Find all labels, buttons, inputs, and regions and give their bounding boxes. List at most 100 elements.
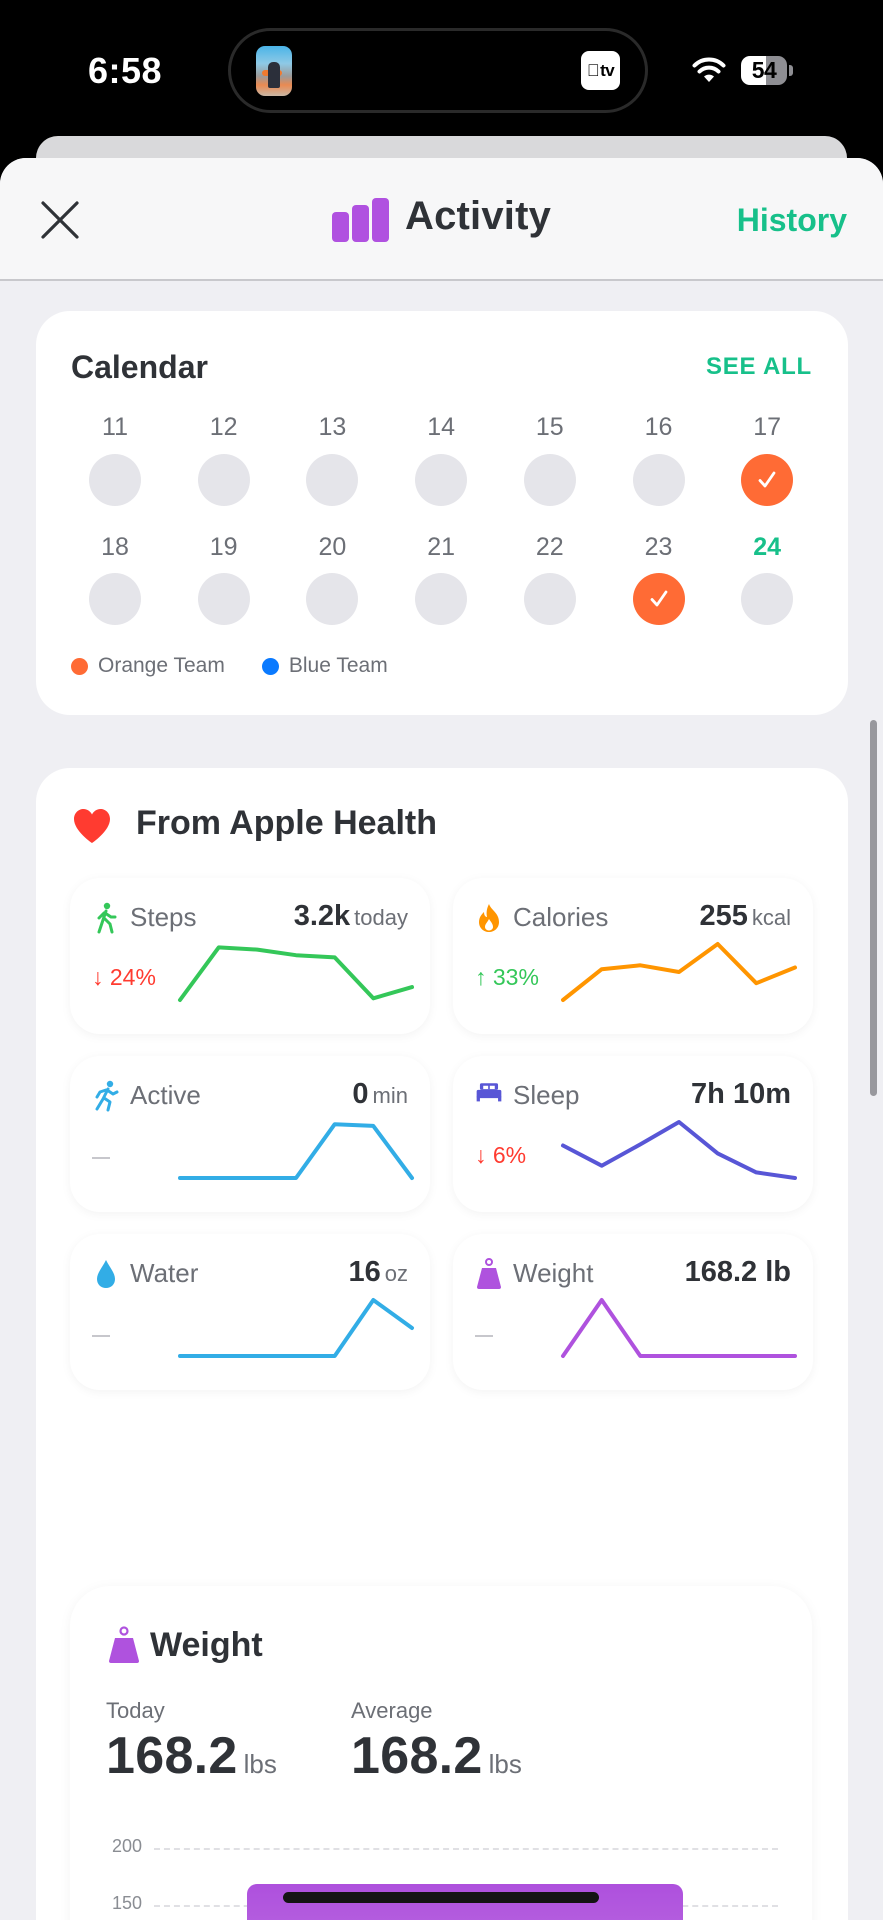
running-icon: [92, 1080, 120, 1112]
walking-icon: [92, 902, 120, 934]
calendar-day-label: 23: [644, 533, 673, 561]
calendar-day-label: 19: [209, 533, 238, 561]
close-icon[interactable]: [38, 198, 82, 242]
live-activity-thumbnail[interactable]: [256, 46, 292, 96]
metric-unit: min: [372, 1083, 408, 1108]
page-title: Activity: [405, 194, 552, 238]
metric-card-active[interactable]: Active 0 min: [70, 1056, 430, 1212]
legend-item-orange-team: Orange Team: [71, 654, 225, 678]
metric-label: Steps: [130, 902, 197, 932]
metric-card-water[interactable]: Water 16 oz: [70, 1234, 430, 1390]
metric-card-calories[interactable]: Calories 255 kcal ↑ 33%: [453, 878, 813, 1034]
dynamic-island[interactable]: [228, 28, 648, 113]
y-axis-tick: 200: [111, 1836, 142, 1856]
battery-indicator: 54: [741, 56, 787, 85]
calendar-day-completed[interactable]: [741, 454, 794, 506]
today-label: Today: [106, 1698, 165, 1723]
sparkline-chart: [178, 1122, 414, 1180]
calendar-day-label: 13: [318, 413, 347, 441]
calendar-day-circle[interactable]: [632, 454, 685, 506]
weight-title: Weight: [150, 1626, 263, 1664]
calendar-day-circle[interactable]: [523, 573, 576, 625]
metric-value-number: 16: [348, 1256, 381, 1288]
metric-card-steps[interactable]: Steps 3.2k today ↓ 24%: [70, 878, 430, 1034]
arrow-down-icon: ↓: [92, 964, 104, 990]
status-time: 6:58: [88, 50, 163, 91]
calendar-day-label: 15: [535, 413, 564, 441]
metric-value-number: 168.2 lb: [684, 1256, 791, 1288]
metric-card-sleep[interactable]: Sleep 7h 10m ↓ 6%: [453, 1056, 813, 1212]
calendar-day-label: 17: [753, 413, 782, 441]
sparkline-chart: [178, 1298, 414, 1358]
metric-value-number: 3.2k: [293, 900, 351, 932]
metric-delta: ↓ 6%: [475, 1142, 526, 1169]
calendar-day-circle[interactable]: [741, 573, 794, 625]
apple-tv-icon[interactable]: tv: [581, 51, 620, 90]
calendar-day-circle[interactable]: [415, 573, 468, 625]
scrollbar[interactable]: [870, 720, 877, 1096]
no-change-dash: [92, 1335, 110, 1337]
metric-unit: kcal: [751, 905, 791, 930]
grid-line: [154, 1848, 778, 1850]
legend-label: Blue Team: [288, 654, 388, 677]
arrow-down-icon: ↓: [475, 1142, 487, 1168]
arrow-up-icon: ↑: [475, 964, 487, 990]
calendar-day-circle[interactable]: [197, 573, 250, 625]
metric-card-weight[interactable]: Weight 168.2 lb: [453, 1234, 813, 1390]
today-stat: Today 168.2 lbs: [106, 1698, 277, 1786]
heart-icon: [74, 809, 110, 843]
average-label: Average: [351, 1698, 433, 1723]
bar-chart-icon: [332, 198, 390, 242]
weight-icon: [109, 1626, 139, 1663]
history-button[interactable]: History: [736, 202, 847, 238]
health-section-title: From Apple Health: [136, 804, 437, 842]
no-change-dash: [475, 1335, 493, 1337]
metric-label: Weight: [513, 1258, 594, 1288]
calendar-day-circle[interactable]: [197, 454, 250, 506]
calendar-day-label: 18: [101, 533, 129, 561]
calendar-day-label: 11: [102, 413, 128, 441]
metric-value: 16 oz: [348, 1256, 408, 1289]
wifi-icon: [692, 57, 726, 82]
apple-logo-icon: : [587, 61, 600, 81]
average-unit: lbs: [488, 1749, 522, 1779]
calendar-day-circle[interactable]: [89, 573, 141, 625]
flame-icon: [475, 902, 503, 934]
bed-icon: [475, 1080, 503, 1112]
metric-value-number: 255: [699, 900, 748, 932]
orange-dot-icon: [71, 657, 88, 675]
water-drop-icon: [92, 1258, 120, 1290]
metric-value: 168.2 lb: [685, 1256, 791, 1289]
metric-value: 7h 10m: [691, 1078, 791, 1111]
calendar-day-label: 14: [427, 413, 455, 441]
metric-delta-value: 33%: [492, 964, 539, 990]
metric-delta-value: 24%: [109, 964, 156, 990]
sparkline-chart: [178, 945, 414, 1002]
apple-tv-label: tv: [593, 60, 615, 80]
calendar-day-circle[interactable]: [523, 454, 576, 506]
today-value-number: 168.2: [106, 1727, 238, 1785]
home-indicator[interactable]: [283, 1892, 599, 1903]
metric-label: Water: [130, 1258, 199, 1288]
calendar-day-circle[interactable]: [306, 454, 359, 506]
legend-label: Orange Team: [98, 654, 225, 677]
metric-unit: today: [354, 905, 408, 930]
calendar-day-circle[interactable]: [306, 573, 359, 625]
weight-icon: [475, 1258, 503, 1290]
calendar-day-circle[interactable]: [89, 454, 141, 506]
activity-sheet: Activity History Calendar SEE ALL 11 12 13…: [0, 158, 883, 1920]
metric-delta-value: 6%: [492, 1142, 527, 1168]
calendar-card: Calendar SEE ALL 11 12 13 14 15 16 17 18 19 20 21 2…: [36, 311, 848, 715]
legend-item-blue-team: Blue Team: [261, 654, 388, 678]
metric-delta: ↑ 33%: [475, 964, 539, 991]
calendar-day-label: 24: [753, 533, 782, 561]
see-all-button[interactable]: SEE ALL: [705, 353, 812, 380]
calendar-day-completed[interactable]: [632, 573, 685, 625]
calendar-day-label: 16: [644, 413, 673, 441]
weight-detail-card[interactable]: Weight Today 168.2 lbs Average 168.2 lbs 2…: [70, 1586, 812, 1920]
today-value: 168.2 lbs: [106, 1726, 277, 1786]
calendar-day-circle[interactable]: [415, 454, 468, 506]
metric-value: 255 kcal: [699, 900, 791, 933]
sparkline-chart: [561, 1120, 797, 1180]
checkmark-icon: [650, 590, 667, 607]
